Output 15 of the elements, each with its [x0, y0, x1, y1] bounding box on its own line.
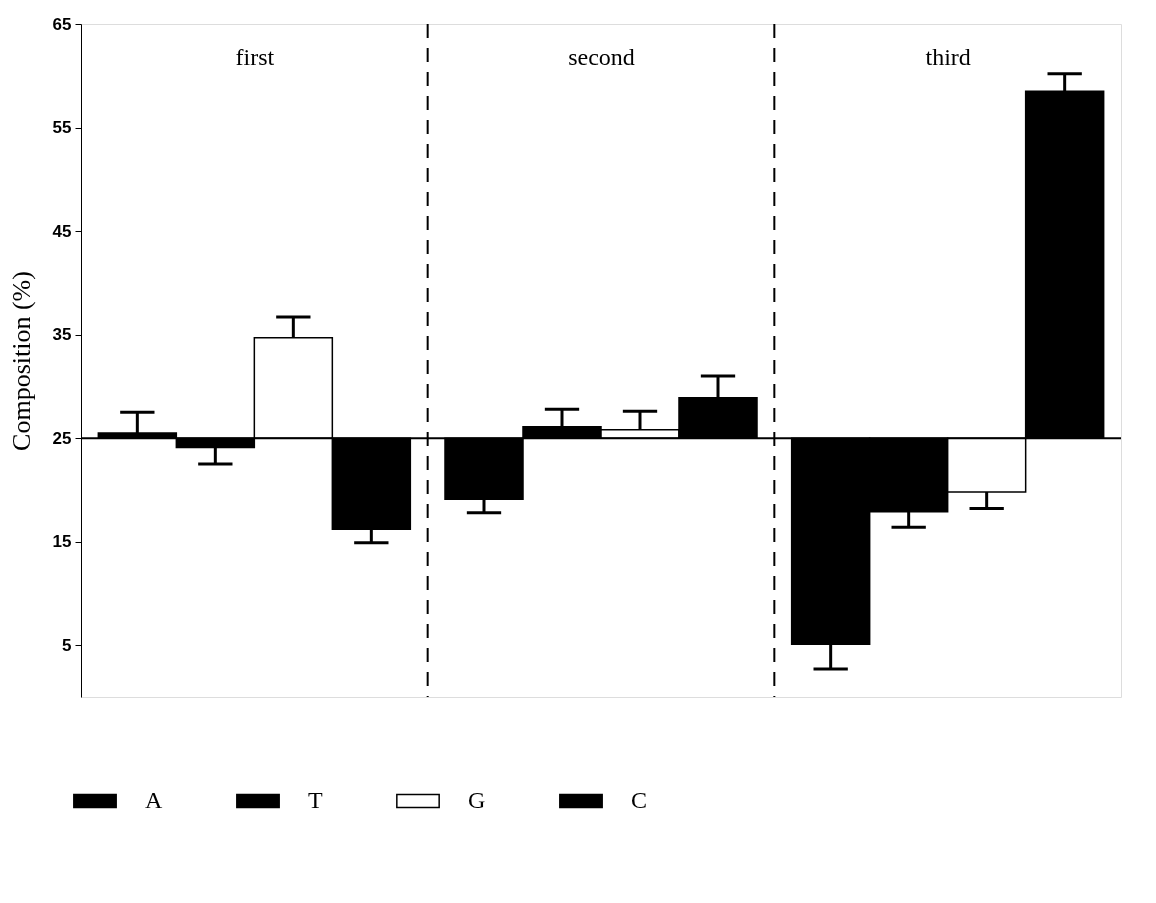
y-tick-label: 25 [52, 428, 72, 448]
legend-label: G [468, 787, 486, 813]
y-tick-label: 5 [62, 635, 72, 655]
y-tick-label: 65 [52, 14, 72, 34]
x-tick-label: second [568, 43, 635, 70]
y-tick-label: 55 [52, 118, 72, 138]
legend-label: A [145, 787, 163, 813]
y-axis-title: Composition (%) [6, 271, 36, 451]
y-tick-label: 45 [52, 221, 72, 241]
y-tick-label: 15 [52, 532, 72, 552]
legend-label: C [631, 787, 648, 813]
x-tick-label: first [235, 43, 275, 70]
x-tick-label: third [925, 43, 971, 70]
y-tick-label: 35 [52, 325, 72, 345]
legend-label: T [308, 787, 323, 813]
